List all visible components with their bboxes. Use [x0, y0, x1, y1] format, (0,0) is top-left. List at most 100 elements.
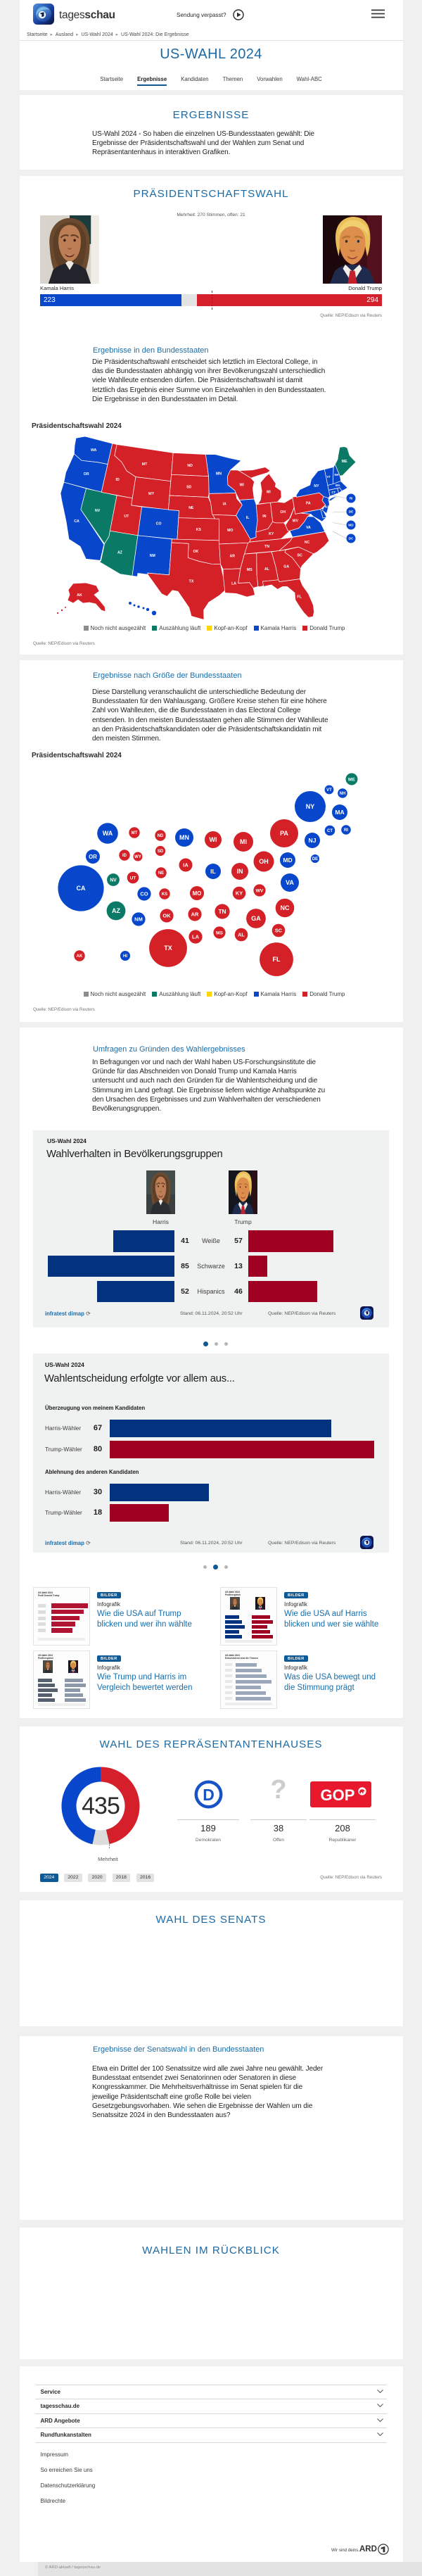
svg-text:GA: GA: [283, 565, 289, 569]
svg-text:ID: ID: [116, 478, 120, 482]
svg-text:ME: ME: [348, 777, 355, 782]
svg-text:CO: CO: [140, 891, 148, 897]
svg-text:OH: OH: [259, 858, 269, 865]
svg-text:MD: MD: [283, 857, 292, 864]
svg-text:CT: CT: [332, 491, 336, 494]
svg-text:MO: MO: [227, 529, 233, 533]
svg-text:MD: MD: [348, 524, 354, 527]
svg-text:OK: OK: [162, 913, 171, 919]
svg-text:VA: VA: [286, 879, 294, 886]
svg-text:FL: FL: [297, 595, 302, 599]
svg-text:OR: OR: [84, 472, 89, 476]
svg-text:OK: OK: [193, 550, 199, 554]
svg-text:SD: SD: [186, 485, 191, 489]
svg-text:ND: ND: [187, 464, 193, 468]
svg-text:WY: WY: [148, 492, 155, 496]
svg-text:LA: LA: [231, 582, 236, 586]
svg-text:NV: NV: [110, 878, 117, 883]
svg-text:D: D: [203, 1786, 215, 1804]
svg-text:FL: FL: [273, 956, 281, 963]
svg-text:WI: WI: [240, 484, 245, 488]
svg-text:TN: TN: [218, 908, 226, 915]
svg-text:RI: RI: [350, 497, 353, 500]
svg-text:OH: OH: [280, 510, 286, 514]
svg-text:UT: UT: [124, 514, 129, 519]
svg-text:WV: WV: [293, 519, 299, 524]
svg-text:NE: NE: [158, 871, 164, 876]
svg-text:TX: TX: [164, 945, 172, 952]
svg-text:MT: MT: [132, 831, 138, 835]
svg-text:AR: AR: [191, 911, 199, 918]
svg-text:NE: NE: [188, 506, 194, 510]
svg-text:HI: HI: [123, 954, 127, 959]
svg-text:NC: NC: [305, 541, 310, 545]
svg-text:UT: UT: [130, 876, 136, 880]
svg-text:ND: ND: [158, 834, 164, 838]
svg-text:NY: NY: [314, 484, 319, 488]
svg-text:WI: WI: [210, 836, 217, 843]
svg-text:DC: DC: [349, 537, 354, 541]
svg-text:OR: OR: [89, 854, 97, 860]
svg-text:MT: MT: [142, 462, 148, 467]
svg-text:WY: WY: [134, 855, 141, 859]
svg-text:MO: MO: [193, 890, 202, 897]
svg-text:ME: ME: [342, 460, 347, 464]
svg-text:WV: WV: [256, 888, 264, 893]
svg-text:MA: MA: [335, 809, 344, 816]
svg-text:MN: MN: [216, 472, 222, 476]
svg-text:SC: SC: [297, 554, 302, 558]
svg-text:AR: AR: [230, 555, 236, 559]
svg-text:CA: CA: [74, 519, 79, 524]
svg-text:RI: RI: [344, 828, 348, 833]
svg-text:MI: MI: [267, 491, 271, 495]
svg-text:GOP: GOP: [321, 1786, 355, 1804]
svg-text:AZ: AZ: [117, 551, 123, 555]
svg-text:NM: NM: [150, 554, 155, 558]
svg-text:ID: ID: [122, 854, 127, 858]
svg-text:NY: NY: [306, 803, 315, 810]
svg-text:WA: WA: [103, 830, 113, 837]
svg-text:KY: KY: [269, 532, 274, 536]
svg-text:KS: KS: [162, 892, 167, 897]
svg-text:GA: GA: [251, 915, 261, 922]
svg-text:DE: DE: [312, 857, 318, 861]
svg-text:LA: LA: [192, 934, 200, 940]
svg-text:MN: MN: [179, 834, 189, 841]
svg-text:TX: TX: [189, 580, 194, 584]
svg-text:NV: NV: [95, 509, 101, 513]
svg-text:VT: VT: [326, 788, 332, 793]
svg-text:IN: IN: [262, 514, 266, 519]
svg-text:PA: PA: [280, 830, 288, 837]
svg-text:IA: IA: [223, 502, 226, 506]
svg-text:VA: VA: [306, 526, 311, 530]
svg-text:KS: KS: [196, 528, 202, 532]
svg-text:IL: IL: [246, 516, 250, 520]
svg-text:CO: CO: [156, 522, 162, 526]
svg-text:IN: IN: [237, 868, 243, 875]
svg-text:AK: AK: [77, 593, 82, 598]
svg-text:CT: CT: [327, 829, 333, 833]
svg-text:IL: IL: [210, 868, 216, 875]
svg-text:MS: MS: [216, 930, 224, 935]
svg-text:MA: MA: [335, 484, 340, 487]
svg-text:CA: CA: [77, 885, 86, 892]
svg-text:NH: NH: [340, 792, 346, 796]
svg-text:KY: KY: [236, 890, 243, 897]
svg-text:DE: DE: [349, 510, 353, 514]
svg-text:NH: NH: [334, 473, 338, 476]
svg-text:VT: VT: [327, 475, 331, 479]
svg-text:MS: MS: [247, 568, 252, 572]
svg-text:AZ: AZ: [112, 907, 120, 914]
svg-text:NM: NM: [134, 916, 143, 923]
svg-text:TN: TN: [264, 545, 269, 549]
svg-text:NJ: NJ: [325, 505, 329, 509]
svg-text:SC: SC: [275, 928, 283, 934]
svg-text:AL: AL: [264, 567, 270, 572]
svg-text:NJ: NJ: [309, 837, 316, 844]
svg-text:AL: AL: [238, 932, 245, 938]
svg-text:WA: WA: [91, 448, 97, 453]
svg-text:MI: MI: [240, 838, 247, 845]
svg-text:PA: PA: [306, 502, 311, 506]
svg-text:SD: SD: [158, 850, 164, 854]
svg-text:IA: IA: [183, 862, 188, 869]
